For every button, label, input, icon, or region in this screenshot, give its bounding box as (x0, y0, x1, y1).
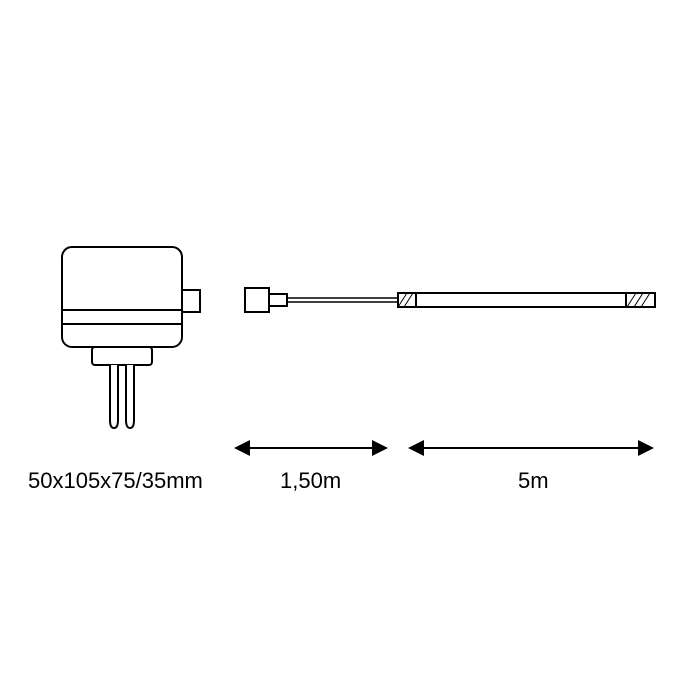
adapter-dimensions-label: 50x105x75/35mm (28, 468, 203, 493)
strip-seg-3 (626, 293, 655, 307)
plug-prong-right (126, 365, 134, 428)
arrow-1-head-left (234, 440, 250, 456)
cable-assembly (245, 288, 655, 312)
plug-base (92, 347, 152, 365)
cable-plug (245, 288, 269, 312)
arrow-2-head-right (638, 440, 654, 456)
cable-neck (269, 294, 287, 306)
dimension-arrows (234, 440, 654, 456)
dimension-diagram: 50x105x75/35mm 1,50m 5m (0, 0, 700, 700)
length-2-label: 5m (518, 468, 549, 493)
strip-seg-2 (416, 293, 626, 307)
adapter-connector (182, 290, 200, 312)
strip-seg-1 (398, 293, 416, 307)
arrow-2-head-left (408, 440, 424, 456)
plug-prong-left (110, 365, 118, 428)
length-1-label: 1,50m (280, 468, 341, 493)
arrow-1-head-right (372, 440, 388, 456)
power-adapter (62, 247, 200, 428)
adapter-body (62, 247, 182, 347)
